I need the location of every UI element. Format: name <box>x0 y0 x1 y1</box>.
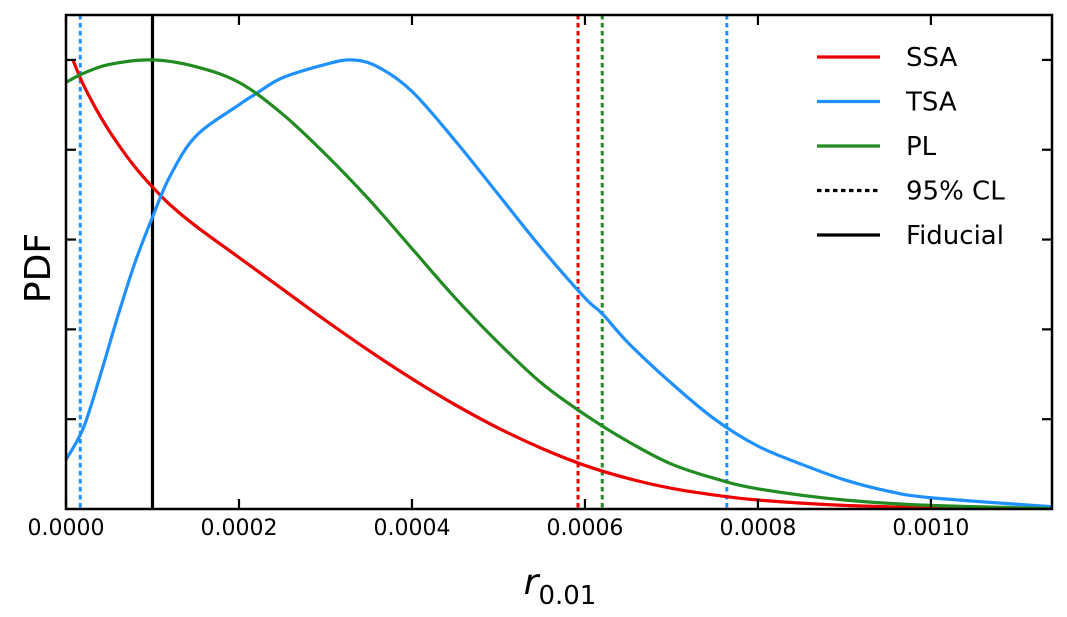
legend-label-ssa: SSA <box>906 43 957 73</box>
axes: 0.0000 0.0002 0.0004 0.0006 0.0008 0.0010 <box>28 13 1054 541</box>
series-tsa-line <box>66 58 1052 509</box>
x-tick-label: 0.0004 <box>373 516 450 541</box>
legend: SSA TSA PL 95% CL Fiducial <box>817 43 1005 251</box>
plot-clipped-group <box>66 15 1052 509</box>
series-pl-line <box>66 58 1052 509</box>
legend-label-pl: PL <box>906 132 937 162</box>
x-axis-label-main: r <box>524 562 541 603</box>
x-axis-label: r0.01 <box>524 562 597 611</box>
x-axis-label-subscript: 0.01 <box>538 581 596 611</box>
x-tick-label: 0.0000 <box>28 516 105 541</box>
legend-label-95-cl: 95% CL <box>906 177 1005 207</box>
x-tick-label: 0.0002 <box>200 516 277 541</box>
x-tick-label: 0.0006 <box>546 516 623 541</box>
plot-frame <box>64 13 1054 511</box>
plot-area <box>66 15 1052 509</box>
legend-label-fiducial: Fiducial <box>906 221 1004 251</box>
series-ssa-line <box>71 59 1052 509</box>
x-tick-label: 0.0008 <box>719 516 796 541</box>
x-tick-label: 0.0010 <box>892 516 969 541</box>
legend-label-tsa: TSA <box>905 88 957 118</box>
y-axis-label: PDF <box>18 233 59 303</box>
